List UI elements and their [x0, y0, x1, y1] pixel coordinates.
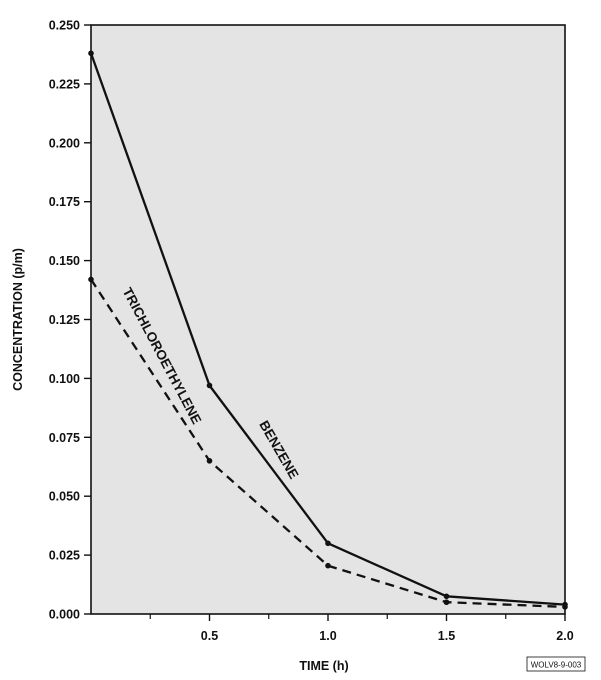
y-tick-label: 0.225	[49, 77, 80, 91]
data-point-trichloroethylene	[206, 458, 213, 464]
x-tick-label: 1.5	[438, 629, 455, 643]
y-tick-label: 0.200	[49, 136, 80, 150]
x-axis-title: TIME (h)	[299, 659, 348, 673]
x-tick-label: 2.0	[556, 629, 573, 643]
data-point-trichloroethylene	[325, 562, 331, 569]
plot-area	[91, 25, 565, 614]
figure-id-box: WOLV8-9-003	[526, 656, 586, 672]
data-point-benzene	[206, 382, 213, 389]
y-tick-label: 0.025	[49, 549, 80, 563]
x-tick-label: 1.0	[319, 629, 336, 643]
data-point-benzene	[443, 593, 450, 600]
axes-layer: 0.000 0.025 0.050 0.075 0.100 0.125 0.150 0.175…	[49, 19, 574, 644]
y-tick-label: 0.250	[49, 19, 80, 33]
y-tick-label: 0.175	[49, 195, 80, 209]
y-tick-label: 0.050	[49, 490, 80, 504]
figure-id: WOLV8-9-003	[531, 661, 582, 670]
y-tick-label: 0.125	[49, 313, 80, 327]
data-point-trichloroethylene	[443, 599, 450, 606]
y-axis-title: CONCENTRATION (p/m)	[11, 248, 25, 391]
series-layer	[88, 50, 568, 610]
y-tick-label: 0.000	[49, 608, 80, 622]
x-tick-label: 0.5	[201, 629, 218, 643]
y-tick-label: 0.150	[49, 254, 80, 268]
data-point-benzene	[325, 540, 331, 547]
y-tick-label: 0.100	[49, 372, 80, 386]
y-tick-label: 0.075	[49, 431, 80, 445]
